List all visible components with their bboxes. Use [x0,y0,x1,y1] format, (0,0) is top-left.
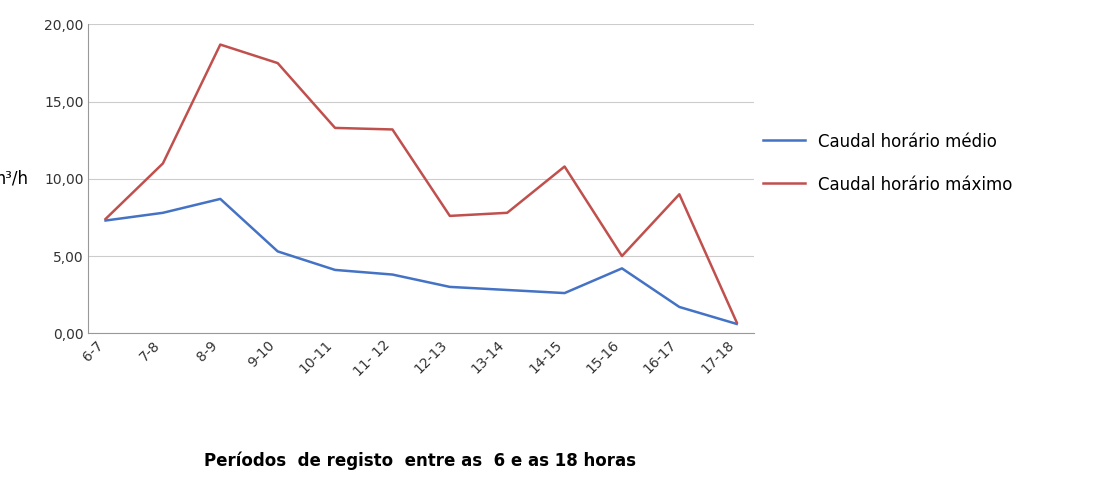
Y-axis label: m³/h: m³/h [0,170,29,188]
Caudal horário máximo [99,216,113,222]
Text: Períodos  de registo  entre as  6 e as 18 horas: Períodos de registo entre as 6 e as 18 h… [203,452,636,470]
Caudal horário médio [272,248,285,254]
Caudal horário máximo [272,60,285,66]
Legend: Caudal horário médio, Caudal horário máximo: Caudal horário médio, Caudal horário máx… [746,116,1029,211]
Caudal horário máximo [385,126,399,132]
Line: Caudal horário médio: Caudal horário médio [106,199,736,324]
Caudal horário máximo [214,42,227,48]
Caudal horário máximo [157,161,170,167]
Line: Caudal horário máximo: Caudal horário máximo [106,45,736,322]
Caudal horário médio [99,218,113,223]
Caudal horário médio [558,290,571,296]
Caudal horário máximo [730,319,743,325]
Caudal horário médio [730,321,743,327]
Caudal horário médio [500,287,513,293]
Caudal horário médio [214,196,227,202]
Caudal horário médio [443,284,456,290]
Caudal horário máximo [328,125,341,131]
Caudal horário médio [157,210,170,216]
Caudal horário máximo [615,253,628,259]
Caudal horário médio [328,267,341,273]
Caudal horário médio [672,304,686,310]
Caudal horário médio [385,271,399,277]
Caudal horário máximo [500,210,513,216]
Caudal horário máximo [558,164,571,170]
Caudal horário médio [615,266,628,271]
Caudal horário máximo [443,213,456,219]
Caudal horário máximo [672,191,686,197]
